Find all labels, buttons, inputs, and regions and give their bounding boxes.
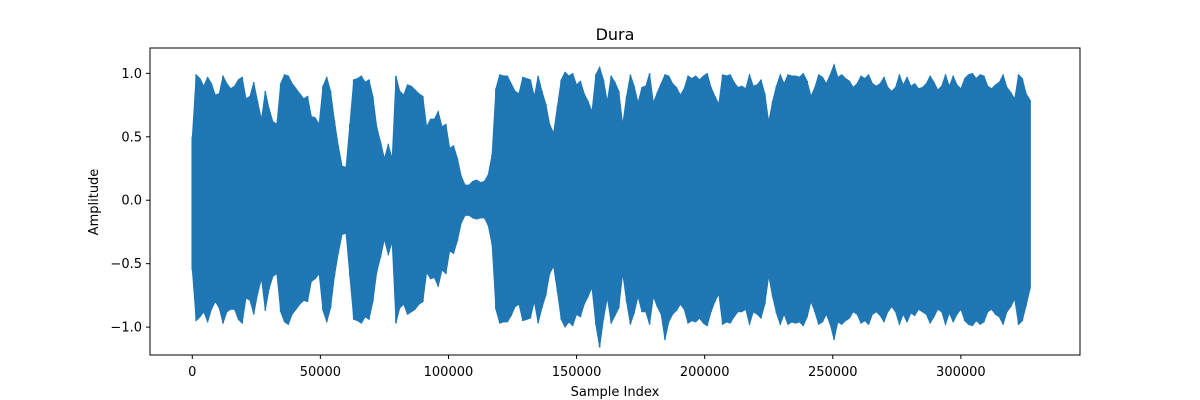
y-tick-label: 0.5 xyxy=(121,130,142,145)
x-tick-label: 50000 xyxy=(300,365,341,380)
y-axis: −1.0 −0.5 0.0 0.5 1.0 xyxy=(110,67,150,336)
x-tick-label: 200000 xyxy=(680,365,730,380)
x-axis: 0 50000 100000 150000 200000 250000 300000 xyxy=(188,355,986,380)
x-tick-label: 0 xyxy=(188,365,196,380)
y-tick-label: −1.0 xyxy=(110,321,142,336)
y-tick-label: 1.0 xyxy=(121,67,142,82)
x-axis-label: Sample Index xyxy=(571,385,660,400)
axes-frame xyxy=(149,47,1081,356)
y-tick-label: 0.0 xyxy=(121,194,142,209)
x-tick-label: 300000 xyxy=(936,365,986,380)
waveform-spikes xyxy=(191,64,1031,348)
x-tick-label: 100000 xyxy=(424,365,474,380)
x-tick-label: 250000 xyxy=(808,365,858,380)
y-axis-label: Amplitude xyxy=(87,169,102,236)
y-tick-label: −0.5 xyxy=(110,257,142,272)
chart-title: Dura xyxy=(596,25,635,44)
x-tick-label: 150000 xyxy=(552,365,602,380)
plot-area xyxy=(191,63,1031,348)
